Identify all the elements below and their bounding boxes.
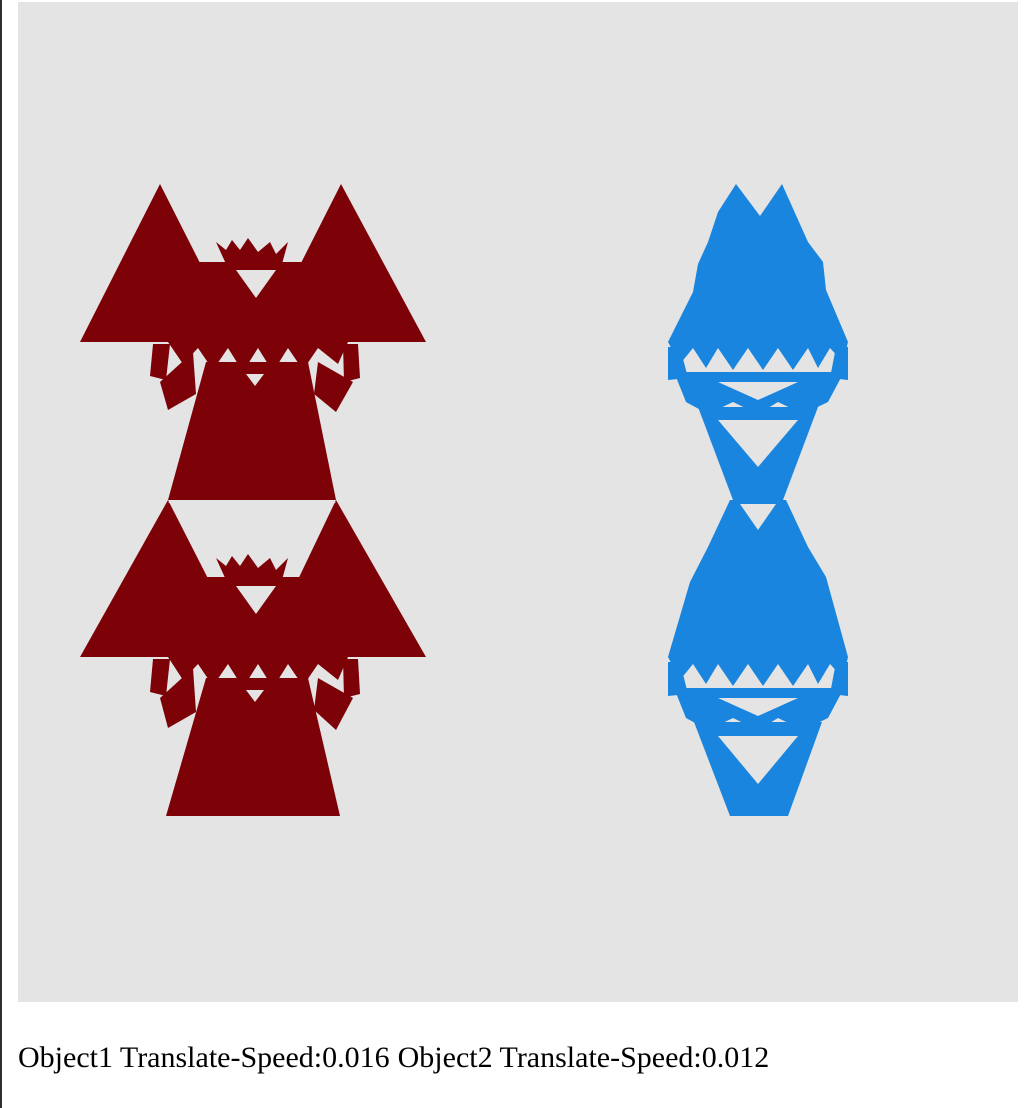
object2-right-wing-b xyxy=(830,662,848,696)
object2-peaks xyxy=(668,184,848,342)
object1-center-notch-b xyxy=(236,586,276,614)
object1-lower-copy xyxy=(80,500,426,816)
object1-lower-frills-left xyxy=(150,344,170,380)
object1-trunk-notch xyxy=(246,374,264,386)
object1-fractal xyxy=(80,184,426,816)
webgl-canvas[interactable] xyxy=(18,2,1018,1002)
object1-upper-cutout xyxy=(168,502,336,562)
object1-trunk xyxy=(168,362,336,500)
object2-lower-v-cutout-b xyxy=(718,736,798,784)
object2-upper-copy xyxy=(668,184,848,500)
object2-mid-notch-b xyxy=(718,698,798,716)
object1-band xyxy=(98,262,418,342)
object1-crown-teeth xyxy=(216,238,288,264)
object2-right-wing xyxy=(830,347,848,380)
object2-lower-copy xyxy=(668,500,848,816)
speed-readout: Object1 Translate-Speed:0.016 Object2 Tra… xyxy=(18,1038,769,1078)
object2-speed-label: Object2 Translate-Speed:0.012 xyxy=(397,1041,770,1074)
object1-lower-frills-left2 xyxy=(160,352,196,410)
render-surface xyxy=(18,2,1018,1002)
object2-left-wing-b xyxy=(668,662,688,696)
object2-teeth-row-b xyxy=(668,657,848,686)
object1-trunk-b xyxy=(166,678,340,816)
object1-trunk-notch-b xyxy=(246,690,264,702)
object1-lower-frills-right2 xyxy=(314,362,353,412)
object2-teeth-row xyxy=(668,342,848,370)
object1-lower-frills-left-b xyxy=(150,659,170,696)
object2-mid-notch xyxy=(718,382,798,400)
object1-crown-teeth-b xyxy=(216,554,288,580)
object1-center-notch xyxy=(236,270,276,298)
object1-band-b xyxy=(98,577,418,657)
window-left-border xyxy=(0,0,2,1108)
object2-top-notch xyxy=(740,504,776,530)
object2-lower-v-cutout xyxy=(718,420,798,467)
object1-lower-frills-right xyxy=(343,344,360,382)
object1-lower-frills-right2-b xyxy=(314,678,353,730)
object1-upper-copy xyxy=(80,184,426,500)
object2-fractal xyxy=(668,184,848,816)
object2-top-v xyxy=(668,500,848,657)
object2-left-wing xyxy=(668,347,688,380)
object1-lower-frills-right-b xyxy=(343,659,360,698)
object1-speed-label: Object1 Translate-Speed:0.016 xyxy=(18,1041,390,1074)
object1-lower-frills-left2-b xyxy=(160,668,196,728)
